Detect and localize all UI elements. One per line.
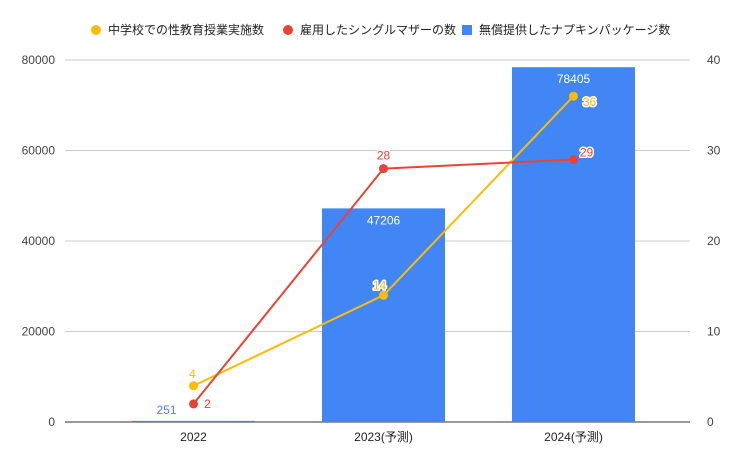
legend: 中学校での性教育授業実施数 雇用したシングルマザーの数 無償提供したナプキンパッケー… (91, 22, 670, 37)
line-data-label: 4 (189, 367, 196, 381)
legend-label: 無償提供したナプキンパッケージ数 (479, 22, 670, 37)
legend-item: 無償提供したナプキンパッケージ数 (462, 22, 670, 37)
y-right-tick-label: 40 (707, 53, 721, 67)
y-right-tick-label: 20 (707, 234, 721, 248)
legend-circle-icon (283, 25, 293, 35)
legend-circle-icon (91, 25, 101, 35)
legend-item: 雇用したシングルマザーの数 (283, 22, 456, 37)
y-left-tick-label: 40000 (22, 234, 56, 248)
line-data-label: 28 (377, 149, 391, 163)
legend-label: 雇用したシングルマザーの数 (300, 22, 456, 37)
bar-data-label: 251 (156, 403, 176, 417)
legend-label: 中学校での性教育授業実施数 (108, 22, 264, 37)
data-point (379, 290, 388, 300)
bar-series (132, 67, 635, 422)
legend-item: 中学校での性教育授業実施数 (91, 22, 264, 37)
legend-square-icon (462, 25, 472, 35)
bar-data-label: 47206 (367, 213, 401, 227)
line-series (189, 91, 578, 409)
x-tick-label: 2024(予測) (544, 430, 603, 444)
line-data-label: 29 (580, 146, 594, 160)
y-left-tick-label: 0 (48, 415, 55, 429)
y-left-tick-label: 60000 (22, 144, 56, 158)
line-data-label: 36 (583, 95, 597, 109)
bar-data-label: 78405 (557, 72, 591, 86)
data-point (569, 155, 578, 165)
line-data-label: 2 (204, 397, 211, 411)
data-point (569, 91, 578, 101)
data-point (379, 164, 388, 174)
y-left-tick-label: 80000 (22, 53, 56, 67)
y-right-tick-label: 0 (707, 415, 714, 429)
y-left-tick-label: 20000 (22, 325, 56, 339)
x-tick-label: 2023(予測) (354, 430, 413, 444)
data-point (189, 381, 198, 391)
data-point (189, 399, 198, 409)
line-data-label: 14 (373, 278, 387, 292)
x-tick-label: 2022 (180, 430, 207, 444)
bar (512, 67, 635, 422)
y-right-tick-label: 30 (707, 144, 721, 158)
axis-labels: 0 20000 40000 60000 80000 0 10 20 30 40 2022 2023(予… (22, 53, 721, 444)
y-right-tick-label: 10 (707, 325, 721, 339)
data-labels: 251 47206 78405 4 14 36 2 28 29 (156, 72, 598, 417)
bar (132, 420, 255, 422)
